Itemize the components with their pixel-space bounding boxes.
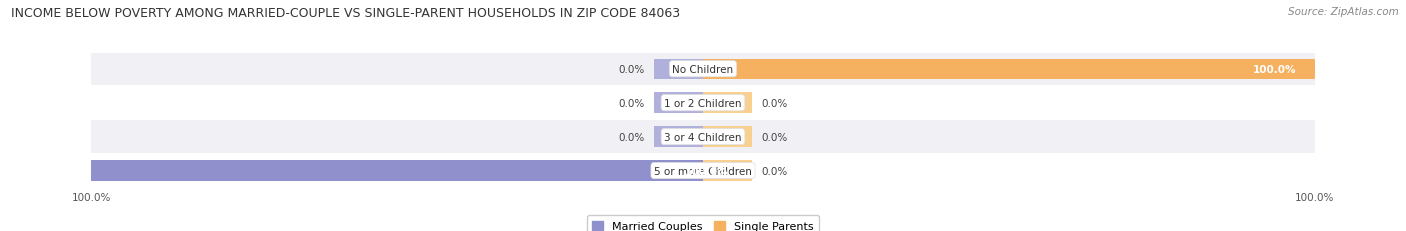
Bar bbox=[91, 161, 703, 181]
Text: INCOME BELOW POVERTY AMONG MARRIED-COUPLE VS SINGLE-PARENT HOUSEHOLDS IN ZIP COD: INCOME BELOW POVERTY AMONG MARRIED-COUPL… bbox=[11, 7, 681, 20]
Legend: Married Couples, Single Parents: Married Couples, Single Parents bbox=[586, 215, 820, 231]
Text: 0.0%: 0.0% bbox=[761, 132, 787, 142]
Bar bbox=[91, 155, 1315, 187]
Bar bbox=[654, 127, 703, 147]
Text: 0.0%: 0.0% bbox=[619, 64, 645, 74]
Text: 100.0%: 100.0% bbox=[1253, 64, 1296, 74]
Text: 100.0%: 100.0% bbox=[685, 166, 728, 176]
Bar bbox=[91, 87, 1315, 119]
Text: No Children: No Children bbox=[672, 64, 734, 74]
Bar bbox=[703, 161, 752, 181]
Bar bbox=[91, 121, 1315, 153]
Text: 1 or 2 Children: 1 or 2 Children bbox=[664, 98, 742, 108]
Text: 5 or more Children: 5 or more Children bbox=[654, 166, 752, 176]
Text: 0.0%: 0.0% bbox=[761, 98, 787, 108]
Bar bbox=[654, 59, 703, 79]
Bar bbox=[91, 53, 1315, 85]
Bar bbox=[654, 93, 703, 113]
Text: 0.0%: 0.0% bbox=[619, 98, 645, 108]
Text: 3 or 4 Children: 3 or 4 Children bbox=[664, 132, 742, 142]
Bar bbox=[703, 93, 752, 113]
Text: 0.0%: 0.0% bbox=[619, 132, 645, 142]
Text: 0.0%: 0.0% bbox=[761, 166, 787, 176]
Bar bbox=[703, 127, 752, 147]
Bar bbox=[703, 59, 1315, 79]
Text: Source: ZipAtlas.com: Source: ZipAtlas.com bbox=[1288, 7, 1399, 17]
